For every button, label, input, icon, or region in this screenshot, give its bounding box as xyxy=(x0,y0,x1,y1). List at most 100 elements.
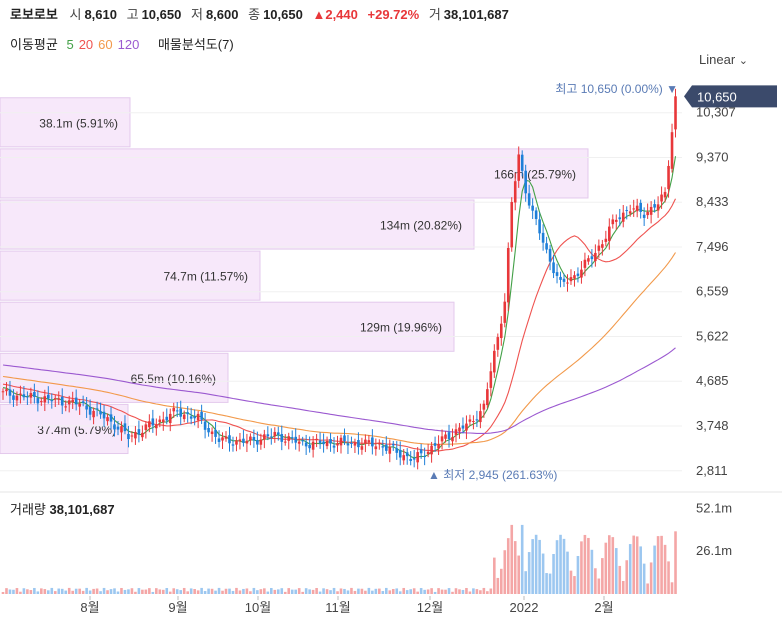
volume-bar xyxy=(189,588,193,594)
volume-bar xyxy=(36,591,40,594)
candle-body xyxy=(503,301,507,323)
volume-bar xyxy=(217,587,221,594)
candle-body xyxy=(573,275,576,279)
candle-body xyxy=(566,282,569,284)
moving-average-legend[interactable]: 이동평균 5 20 60 120 매물분석도(7) xyxy=(10,34,239,53)
candle-body xyxy=(193,416,196,419)
candle-body xyxy=(649,206,653,215)
candle-body xyxy=(541,232,545,243)
volume-bar xyxy=(137,588,141,594)
ma-20-line xyxy=(2,198,676,452)
chevron-down-icon: ⌄ xyxy=(738,55,748,67)
y-tick-label: 9,370 xyxy=(696,149,729,164)
candle-body xyxy=(127,433,130,440)
candle-body xyxy=(88,407,92,415)
volume-bar xyxy=(224,588,228,594)
volume-panel-header: 거래량 38,101,687 xyxy=(10,499,115,518)
volume-profile-label: 매물분석도(7) xyxy=(157,37,234,52)
candle-body xyxy=(468,419,472,422)
candle-body xyxy=(165,416,169,421)
volume-bar xyxy=(46,590,50,594)
candle-body xyxy=(639,202,642,212)
volume-bar xyxy=(134,591,137,594)
candle-body xyxy=(562,278,566,282)
candle-body xyxy=(99,411,102,415)
candle-body xyxy=(576,273,580,276)
candle-body xyxy=(391,443,395,446)
open-value: 8,610 xyxy=(84,7,117,22)
volume-bar xyxy=(228,588,231,594)
ma-60-line xyxy=(2,252,676,445)
volume-bar xyxy=(419,588,423,594)
volume-bar xyxy=(416,591,419,594)
candle-body xyxy=(374,446,378,450)
volume-bar xyxy=(350,587,353,594)
volume-bar xyxy=(360,588,364,594)
candle-body xyxy=(444,434,447,439)
candle-body xyxy=(186,412,189,415)
candle-body xyxy=(36,398,40,404)
candle-body xyxy=(134,431,137,439)
volume-bar xyxy=(88,590,92,594)
candle-body xyxy=(102,411,106,419)
volume-bar xyxy=(235,587,238,594)
y-tick-label: 5,622 xyxy=(696,328,729,343)
candle-body xyxy=(517,154,521,181)
volume-bar xyxy=(503,550,507,594)
candle-body xyxy=(245,440,249,444)
candle-body xyxy=(594,252,597,262)
candle-body xyxy=(472,421,475,423)
volume-bar xyxy=(102,587,106,594)
volume-bar xyxy=(304,588,308,594)
volume-profile-label: 74.7m (11.57%) xyxy=(164,270,249,284)
candle-body xyxy=(231,444,235,446)
volume-bar xyxy=(371,590,374,594)
moving-average-label: 이동평균 xyxy=(10,37,58,52)
volume-bar xyxy=(384,587,388,594)
volume-bar xyxy=(252,587,256,594)
candle-body xyxy=(287,436,291,441)
volume-bar xyxy=(71,590,74,594)
volume-bar xyxy=(510,524,514,594)
volume-value: 38,101,687 xyxy=(443,7,509,22)
candle-body xyxy=(339,437,343,446)
volume-bar xyxy=(15,588,19,594)
candle-body xyxy=(590,256,594,260)
close-value: 10,650 xyxy=(263,7,303,22)
y-tick-label: 4,685 xyxy=(696,373,729,388)
max-annotation: 최고 10,650 (0.00%) ▼ xyxy=(555,82,678,96)
candle-body xyxy=(60,396,64,406)
candle-body xyxy=(360,446,364,450)
volume-bar xyxy=(22,588,26,594)
candle-body xyxy=(207,427,210,433)
volume-bar xyxy=(148,588,151,594)
scale-dropdown[interactable]: Linear ⌄ xyxy=(699,52,748,67)
volume-bar xyxy=(200,587,203,594)
volume-bar xyxy=(559,534,562,594)
candle-body xyxy=(148,421,151,428)
candle-body xyxy=(628,211,632,214)
volume-bar xyxy=(580,541,583,594)
candle-body xyxy=(141,432,144,438)
volume-bar xyxy=(196,590,200,594)
volume-bar xyxy=(402,587,406,594)
volume-bar xyxy=(116,591,120,594)
volume-bar xyxy=(423,589,426,594)
volume-bar xyxy=(632,535,636,594)
y-tick-label: 7,496 xyxy=(696,239,729,254)
candle-body xyxy=(409,458,412,461)
candle-body xyxy=(604,238,608,242)
candle-body xyxy=(458,427,461,432)
volume-bar xyxy=(461,589,465,594)
volume-bar xyxy=(611,537,615,594)
volume-bar xyxy=(175,589,179,594)
x-tick-label: 11월 xyxy=(325,600,350,615)
candle-body xyxy=(545,243,548,250)
moving-average-lines xyxy=(2,156,677,459)
candle-body xyxy=(667,165,670,190)
volume-bar xyxy=(256,590,259,594)
candle-body xyxy=(294,436,298,443)
volume-bar xyxy=(99,591,102,594)
candle-body xyxy=(74,397,78,405)
